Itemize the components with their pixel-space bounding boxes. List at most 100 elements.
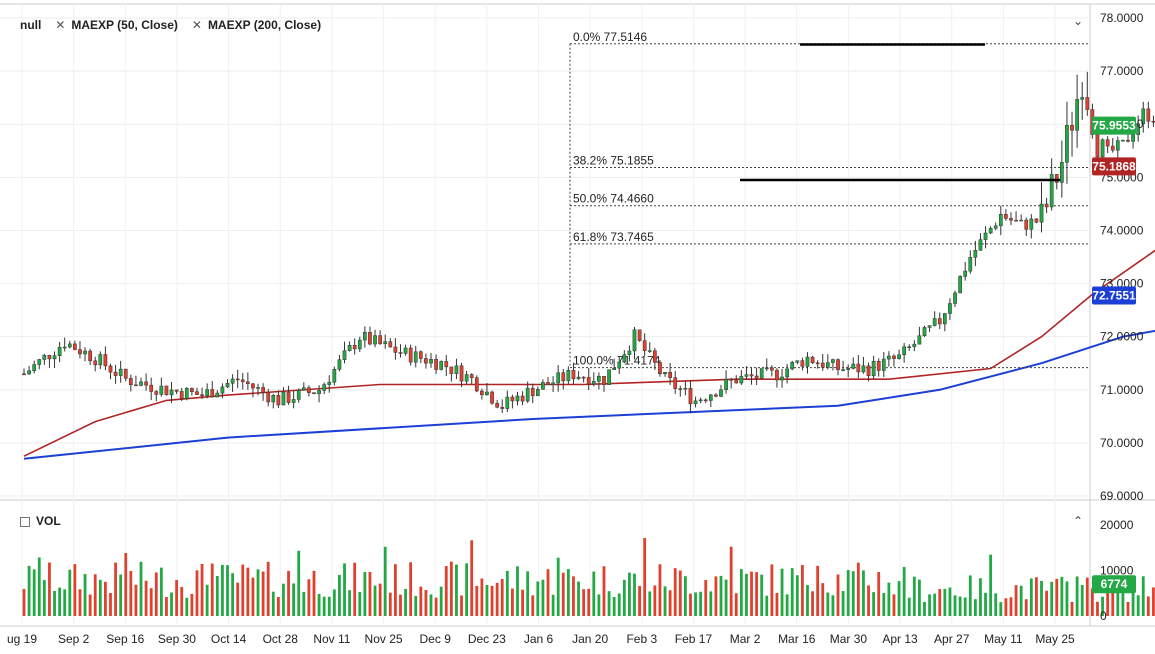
candle bbox=[1065, 125, 1069, 163]
volume-bar bbox=[597, 594, 601, 616]
candle bbox=[378, 335, 382, 345]
legend-ma200[interactable]: ✕ MAEXP (200, Close) bbox=[191, 18, 322, 32]
volume-bar bbox=[592, 571, 596, 616]
volume-bar bbox=[1029, 578, 1033, 616]
volume-bar bbox=[536, 581, 540, 616]
candle bbox=[729, 379, 734, 381]
volume-bar bbox=[27, 565, 31, 616]
volume-bar bbox=[760, 574, 764, 616]
chevron-down-icon[interactable]: ⌄ bbox=[1073, 14, 1084, 28]
price-badge: 75.9553 bbox=[1092, 119, 1136, 133]
candle bbox=[724, 379, 728, 391]
volume-bar bbox=[287, 570, 290, 616]
close-icon[interactable]: ✕ bbox=[55, 18, 66, 32]
candle bbox=[1049, 174, 1054, 208]
fib-level-label: 0.0% 77.5146 bbox=[573, 30, 647, 44]
candle bbox=[480, 390, 484, 396]
volume-bar bbox=[989, 554, 993, 616]
candle bbox=[383, 341, 388, 345]
candle bbox=[149, 384, 154, 392]
candle bbox=[530, 387, 535, 397]
ma50-line bbox=[23, 249, 1155, 457]
candle bbox=[876, 360, 881, 371]
candle bbox=[296, 389, 301, 400]
candle bbox=[602, 375, 606, 386]
candle bbox=[408, 347, 413, 363]
volume-bar bbox=[856, 562, 860, 616]
candle bbox=[78, 349, 82, 355]
candle bbox=[546, 382, 550, 385]
volume-bar bbox=[709, 591, 713, 616]
candle bbox=[240, 379, 245, 383]
candle bbox=[205, 389, 210, 397]
volume-bar bbox=[953, 595, 957, 616]
volume-bar bbox=[765, 595, 769, 616]
volume-bar bbox=[902, 566, 906, 616]
volume-bar bbox=[490, 585, 494, 616]
candle bbox=[739, 376, 744, 384]
candle bbox=[785, 368, 789, 378]
volume-bar bbox=[643, 537, 647, 616]
volume-bar bbox=[1045, 590, 1048, 616]
candle bbox=[184, 388, 189, 399]
candle bbox=[846, 368, 851, 370]
candle bbox=[27, 370, 31, 375]
x-tick-label: Mar 16 bbox=[778, 632, 816, 646]
candle bbox=[210, 389, 215, 398]
candle bbox=[1029, 218, 1034, 230]
candle bbox=[108, 365, 113, 373]
candle bbox=[256, 387, 260, 389]
volume-bar bbox=[602, 566, 606, 616]
volume-bar bbox=[851, 571, 855, 616]
candle bbox=[307, 387, 311, 393]
candle bbox=[922, 327, 927, 336]
y-tick-label: 71.0000 bbox=[1100, 383, 1144, 397]
volume-bar bbox=[109, 593, 112, 616]
volume-bar bbox=[923, 601, 926, 616]
legend-ma50[interactable]: ✕ MAEXP (50, Close) bbox=[55, 18, 178, 32]
volume-bar bbox=[984, 592, 987, 616]
candle bbox=[744, 374, 749, 377]
candle bbox=[790, 362, 795, 370]
candle bbox=[902, 346, 906, 356]
ma200-badge: 72.7551 bbox=[1092, 289, 1136, 303]
volume-bar bbox=[210, 563, 214, 616]
candle bbox=[434, 358, 438, 370]
volume-bar bbox=[897, 581, 901, 616]
close-icon[interactable]: ✕ bbox=[191, 18, 202, 32]
candle bbox=[678, 388, 683, 390]
candle bbox=[220, 386, 225, 394]
checkbox-icon[interactable] bbox=[20, 516, 30, 527]
candle bbox=[312, 392, 316, 394]
volume-bar bbox=[114, 562, 117, 616]
candle bbox=[841, 369, 845, 371]
candle bbox=[825, 362, 830, 368]
volume-bar bbox=[689, 593, 692, 616]
volume-bar bbox=[404, 588, 407, 616]
volume-bar bbox=[1009, 597, 1013, 616]
volume-bar bbox=[505, 570, 509, 616]
candle bbox=[673, 377, 678, 389]
volume-bar bbox=[292, 583, 296, 616]
candle bbox=[485, 391, 489, 396]
volume-bar bbox=[144, 580, 148, 616]
volume-bar bbox=[93, 574, 97, 616]
candle bbox=[47, 355, 52, 360]
volume-bar bbox=[958, 596, 962, 616]
candle bbox=[322, 384, 327, 391]
volume-bar bbox=[551, 594, 555, 616]
chevron-up-icon[interactable]: ⌃ bbox=[1073, 514, 1084, 528]
volume-bar bbox=[678, 570, 682, 616]
volume-bar bbox=[282, 583, 285, 616]
volume-legend: VOL bbox=[20, 514, 61, 528]
candle bbox=[123, 368, 128, 379]
candle bbox=[617, 361, 622, 369]
volume-bar bbox=[979, 578, 982, 616]
candle bbox=[627, 350, 632, 355]
volume-bar bbox=[516, 566, 519, 616]
volume-bar bbox=[475, 585, 479, 616]
volume-bar bbox=[73, 564, 77, 616]
volume-bar bbox=[48, 562, 51, 616]
volume-bar bbox=[58, 587, 62, 616]
